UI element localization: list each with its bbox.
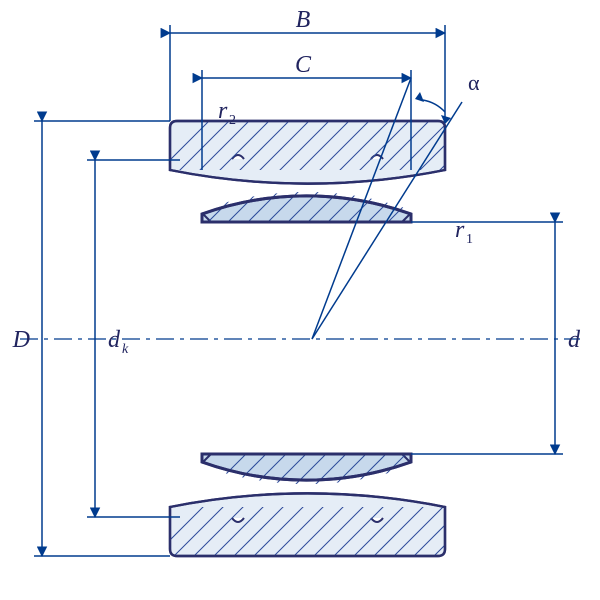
label-dk: d k bbox=[108, 327, 129, 357]
label-B: B bbox=[296, 7, 311, 33]
label-D: D bbox=[12, 327, 30, 353]
label-C: C bbox=[295, 52, 312, 78]
svg-text:r: r bbox=[218, 98, 228, 124]
svg-text:r: r bbox=[455, 217, 465, 243]
label-alpha: α bbox=[468, 70, 480, 95]
label-r2: r 2 bbox=[218, 98, 236, 128]
outer-ring-bottom bbox=[130, 480, 510, 580]
svg-text:2: 2 bbox=[229, 113, 236, 128]
label-d: d bbox=[568, 327, 581, 353]
bearing-cross-section-diagram: B C D d k d r 1 r 2 bbox=[0, 0, 600, 600]
dimension-d bbox=[411, 222, 563, 454]
svg-text:d: d bbox=[108, 327, 121, 353]
svg-text:1: 1 bbox=[466, 232, 473, 247]
svg-text:k: k bbox=[122, 342, 129, 357]
